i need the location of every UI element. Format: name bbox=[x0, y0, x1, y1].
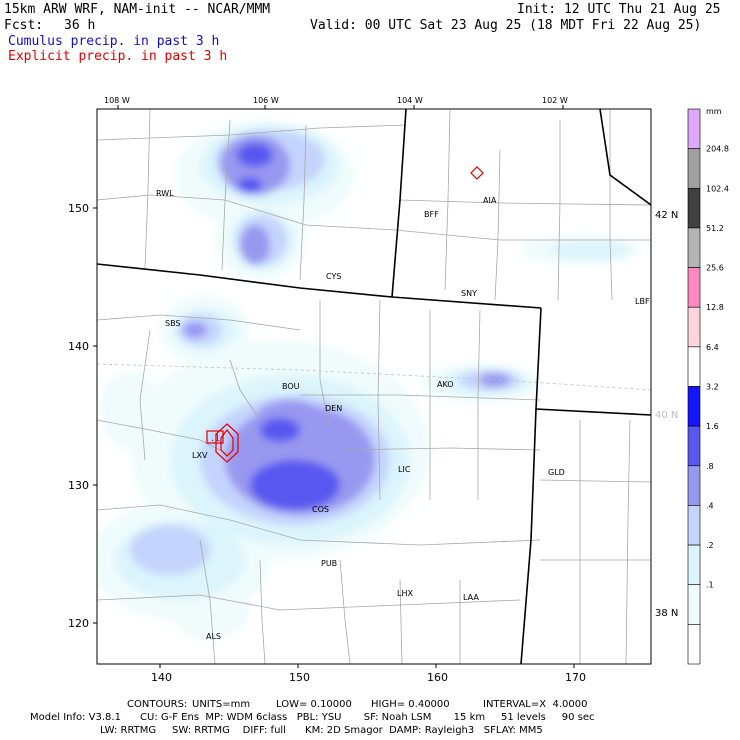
valid-time: Valid: 00 UTC Sat 23 Aug 25 (18 MDT Fri … bbox=[310, 18, 702, 33]
lon-label-108w: 108 W bbox=[104, 96, 130, 105]
station-ako: AKO bbox=[437, 380, 454, 389]
colorbar-level-label: .2 bbox=[706, 541, 714, 550]
contours-label: CONTOURS: bbox=[127, 699, 188, 710]
state-borders bbox=[97, 109, 651, 664]
contour-label: .1 bbox=[211, 433, 221, 444]
station-lxv: LXV bbox=[192, 451, 208, 460]
lat-label-40n: 40 N bbox=[655, 410, 678, 421]
y-label-130: 130 bbox=[68, 479, 89, 492]
axis-ticks bbox=[93, 105, 575, 668]
lat-label-38n: 38 N bbox=[655, 608, 678, 619]
lon-label-104w: 104 W bbox=[397, 96, 423, 105]
forecast-hour: 36 h bbox=[64, 18, 96, 33]
station-bou: BOU bbox=[282, 382, 300, 391]
lon-label-106w: 106 W bbox=[253, 96, 279, 105]
lat-label-42n: 42 N bbox=[655, 210, 678, 221]
colorbar-level-label: 51.2 bbox=[706, 224, 724, 233]
model-info-line-1: Model Info: V3.8.1 CU: G-F Ens MP: WDM 6… bbox=[30, 712, 595, 723]
colorbar-level-label: .1 bbox=[706, 581, 714, 590]
colorbar-swatch bbox=[687, 624, 701, 665]
station-bff: BFF bbox=[424, 210, 439, 219]
colorbar-level-label: 102.4 bbox=[706, 184, 729, 193]
station-sbs: SBS bbox=[165, 319, 181, 328]
county-lines bbox=[97, 109, 651, 664]
colorbar-swatch bbox=[687, 267, 701, 308]
colorbar-swatch bbox=[687, 346, 701, 387]
colorbar-swatch bbox=[687, 465, 701, 506]
station-lic: LIC bbox=[398, 465, 411, 474]
colorbar-level-label: 3.2 bbox=[706, 383, 719, 392]
colorbar-swatch bbox=[687, 505, 701, 546]
station-als: ALS bbox=[206, 632, 221, 641]
colorbar-swatch bbox=[687, 584, 701, 625]
colorbar-level-label: 6.4 bbox=[706, 343, 719, 352]
contours-interval: INTERVAL=X 4.0000 bbox=[483, 699, 588, 710]
station-cys: CYS bbox=[326, 272, 341, 281]
plot-frame bbox=[96, 108, 652, 665]
init-time: Init: 12 UTC Thu 21 Aug 25 bbox=[517, 2, 721, 17]
colorbar-level-label: 1.6 bbox=[706, 422, 719, 431]
contours-low: LOW= 0.10000 bbox=[276, 699, 352, 710]
colorbar-swatch bbox=[687, 108, 701, 149]
colorbar-swatch bbox=[687, 187, 701, 229]
colorbar-swatch bbox=[687, 386, 701, 427]
x-label-140: 140 bbox=[151, 671, 172, 684]
colorbar-swatch bbox=[687, 544, 701, 586]
station-cos: COS bbox=[312, 505, 329, 514]
x-label-170: 170 bbox=[565, 671, 586, 684]
colorbar-level-label: .4 bbox=[706, 501, 714, 510]
colorbar-unit: mm bbox=[706, 107, 722, 116]
station-laa: LAA bbox=[463, 593, 479, 602]
colorbar-swatch bbox=[687, 148, 701, 189]
y-label-150: 150 bbox=[68, 202, 89, 215]
colorbar-level-label: .8 bbox=[706, 462, 714, 471]
x-label-160: 160 bbox=[427, 671, 448, 684]
colorbar-labels: 204.8 102.4 51.2 25.6 12.8 6.4 3.2 1.6 .8 .4 .2 .1 bbox=[706, 145, 729, 590]
forecast-label: Fcst: bbox=[4, 18, 44, 33]
legend-explicit: Explicit precip. in past 3 h bbox=[8, 49, 228, 64]
colorbar-swatch bbox=[687, 425, 701, 467]
y-label-140: 140 bbox=[68, 340, 89, 353]
station-lbf: LBF bbox=[635, 297, 650, 306]
colorbar-level-label: 204.8 bbox=[706, 145, 729, 154]
station-labels: RWL BFF AIA CYS SNY LBF SBS BOU DEN AKO … bbox=[156, 189, 650, 641]
contours-units: UNITS=mm bbox=[192, 699, 251, 710]
contours-high: HIGH= 0.40000 bbox=[371, 699, 450, 710]
station-gld: GLD bbox=[548, 468, 565, 477]
station-sny: SNY bbox=[461, 289, 477, 298]
colorbar-level-label: 25.6 bbox=[706, 264, 724, 273]
station-lhx: LHX bbox=[397, 589, 413, 598]
model-title: 15km ARW WRF, NAM-init -- NCAR/MMM bbox=[4, 2, 271, 17]
colorbar-level-label: 12.8 bbox=[706, 303, 724, 312]
explicit-contours bbox=[206, 166, 484, 463]
colorbar-swatch bbox=[687, 306, 701, 348]
lon-label-102w: 102 W bbox=[542, 96, 568, 105]
y-label-120: 120 bbox=[68, 617, 89, 630]
color-bar bbox=[687, 108, 701, 665]
model-info-line-2: LW: RRTMG SW: RRTMG DIFF: full KM: 2D Sm… bbox=[100, 725, 543, 736]
station-aia: AIA bbox=[483, 196, 497, 205]
x-label-150: 150 bbox=[289, 671, 310, 684]
station-den: DEN bbox=[325, 404, 342, 413]
station-pub: PUB bbox=[321, 559, 337, 568]
station-rwl: RWL bbox=[156, 189, 174, 198]
precip-shading bbox=[97, 120, 640, 640]
legend-cumulus: Cumulus precip. in past 3 h bbox=[8, 34, 220, 49]
colorbar-swatch bbox=[687, 227, 701, 268]
